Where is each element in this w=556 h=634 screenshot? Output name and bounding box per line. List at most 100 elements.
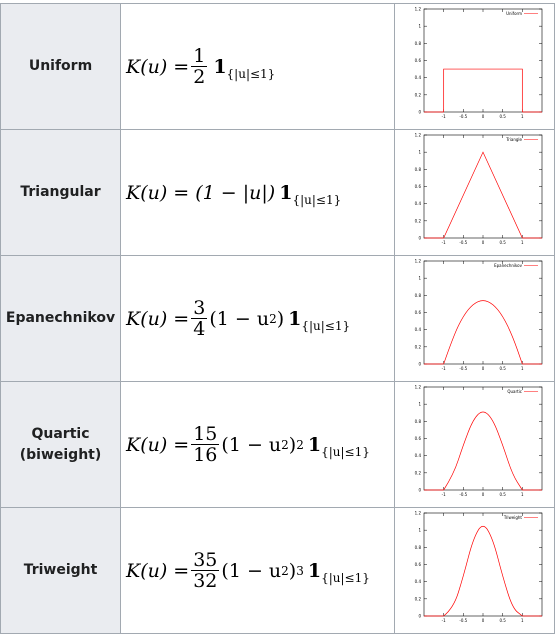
kernel-table: Uniform K(u) = 1 2 1 {|u|≤1} 0 0.2 0.4 0.6 0…: [0, 3, 555, 634]
kernel-plot-cell: 0 0.2 0.4 0.6 0.8 1 1.2 -1 -0.5 0 0.5 1 Uniform: [394, 3, 555, 130]
indicator-subscript: {|u|≤1}: [226, 66, 276, 81]
formula-lhs: K(u) =: [126, 307, 190, 330]
indicator-subscript: {|u|≤1}: [292, 192, 342, 207]
formula-factor: (1 − u: [221, 559, 282, 582]
x-tick-label: 0: [481, 114, 484, 119]
x-tick-label: 1: [521, 114, 524, 119]
x-tick-label: 1: [521, 492, 524, 497]
indicator-subscript: {|u|≤1}: [321, 570, 370, 585]
legend-label: Uniform: [506, 11, 522, 16]
y-tick-label: 0.4: [414, 327, 421, 332]
kernel-name: Triangular: [0, 129, 121, 256]
fraction-numerator: 3: [191, 297, 208, 319]
formula-factor: (1 − u: [221, 433, 282, 456]
legend-label: Triangle: [505, 137, 522, 142]
kernel-formula: K(u) = 15 16 (1 − u 2) 2 1 {|u|≤1}: [120, 381, 395, 508]
y-tick-label: 1.2: [414, 385, 421, 390]
formula-exponent: 3: [296, 563, 304, 578]
kernel-name: Epanechnikov: [0, 255, 121, 382]
y-tick-label: 0.2: [414, 92, 421, 97]
plot-frame: [423, 134, 542, 239]
x-tick-label: -0.5: [459, 366, 467, 371]
kernel-formula: K(u) = 35 32 (1 − u 2) 3 1 {|u|≤1}: [120, 507, 395, 634]
x-tick-label: 1: [521, 240, 524, 245]
fraction-denominator: 32: [193, 570, 218, 592]
formula-fraction: 35 32: [191, 549, 220, 592]
x-tick-label: -0.5: [459, 114, 467, 119]
y-tick-label: 1.2: [414, 259, 421, 264]
kernel-plot: 0 0.2 0.4 0.6 0.8 1 1.2 -1 -0.5 0 0.5 1 Triweight: [414, 511, 542, 623]
fraction-numerator: 15: [191, 423, 220, 445]
y-tick-label: 0.2: [414, 596, 421, 601]
kernel-row: Uniform K(u) = 1 2 1 {|u|≤1} 0 0.2 0.4 0.6 0…: [0, 3, 555, 130]
plot-frame: [423, 386, 542, 491]
formula-fraction: 3 4: [191, 297, 208, 340]
fraction-denominator: 4: [193, 318, 206, 340]
y-tick-label: 0.8: [414, 419, 421, 424]
y-tick-label: 0: [418, 614, 421, 619]
y-tick-label: 1: [418, 24, 421, 29]
kernel-plot-cell: 0 0.2 0.4 0.6 0.8 1 1.2 -1 -0.5 0 0.5 1 Triweight: [394, 507, 555, 634]
y-tick-label: 0: [418, 488, 421, 493]
y-tick-label: 1: [418, 276, 421, 281]
y-tick-label: 0.6: [414, 562, 421, 567]
x-tick-label: 0: [481, 366, 484, 371]
indicator-symbol: 1: [288, 307, 302, 330]
kernel-formula: K(u) = 1 2 1 {|u|≤1}: [120, 3, 395, 130]
x-tick-label: 1: [521, 366, 524, 371]
kernel-row: Triweight K(u) = 35 32 (1 − u 2) 3 1 {|u|≤…: [0, 507, 555, 634]
kernel-row: Triangular K(u) = (1 − |u|) 1 {|u|≤1} 0 0…: [0, 129, 555, 256]
kernel-curve: [442, 151, 523, 239]
y-tick-label: 0: [418, 110, 421, 115]
fraction-denominator: 2: [193, 66, 206, 88]
x-tick-label: 0.5: [499, 114, 506, 119]
formula-factor: (1 − u: [209, 307, 270, 330]
y-tick-label: 0.4: [414, 453, 421, 458]
x-tick-label: -0.5: [459, 618, 467, 623]
kernel-curve: [442, 300, 523, 365]
fraction-numerator: 35: [191, 549, 220, 571]
indicator-symbol: 1: [213, 55, 227, 78]
y-tick-label: 0.6: [414, 184, 421, 189]
y-tick-label: 0.2: [414, 344, 421, 349]
y-tick-label: 0: [418, 362, 421, 367]
kernel-plot: 0 0.2 0.4 0.6 0.8 1 1.2 -1 -0.5 0 0.5 1 Quartic: [414, 385, 542, 497]
x-tick-label: -1: [441, 618, 445, 623]
formula-fraction: 1 2: [191, 45, 208, 88]
kernel-formula: K(u) = 3 4 (1 − u 2) 1 {|u|≤1}: [120, 255, 395, 382]
x-tick-label: 0: [481, 240, 484, 245]
formula-exponent: 2: [269, 311, 277, 326]
formula-lhs: K(u) = (1 − |u|): [126, 181, 276, 204]
y-tick-label: 0.8: [414, 41, 421, 46]
x-tick-label: -0.5: [459, 240, 467, 245]
kernel-plot-cell: 0 0.2 0.4 0.6 0.8 1 1.2 -1 -0.5 0 0.5 1 Triangle: [394, 129, 555, 256]
indicator-subscript: {|u|≤1}: [301, 318, 351, 333]
y-tick-label: 0.8: [414, 545, 421, 550]
x-tick-label: 0: [481, 492, 484, 497]
x-tick-label: 0.5: [499, 618, 506, 623]
kernel-curve: [442, 68, 523, 112]
y-tick-label: 0.6: [414, 310, 421, 315]
legend-label: Quartic: [507, 389, 522, 394]
x-tick-label: -0.5: [459, 492, 467, 497]
formula-lhs: K(u) =: [126, 55, 190, 78]
y-tick-label: 0.6: [414, 58, 421, 63]
kernel-plot: 0 0.2 0.4 0.6 0.8 1 1.2 -1 -0.5 0 0.5 1 Triangle: [414, 133, 542, 245]
x-tick-label: 1: [521, 618, 524, 623]
y-tick-label: 0.6: [414, 436, 421, 441]
y-tick-label: 0.4: [414, 201, 421, 206]
legend-label: Triweight: [502, 515, 522, 520]
y-tick-label: 1: [418, 402, 421, 407]
x-tick-label: 0.5: [499, 240, 506, 245]
kernel-plot: 0 0.2 0.4 0.6 0.8 1 1.2 -1 -0.5 0 0.5 1 Epanechnikov: [414, 259, 542, 371]
x-tick-label: -1: [441, 492, 445, 497]
legend-label: Epanechnikov: [494, 263, 523, 268]
y-tick-label: 1: [418, 150, 421, 155]
fraction-numerator: 1: [191, 45, 208, 67]
plot-frame: [423, 512, 542, 617]
y-tick-label: 0: [418, 236, 421, 241]
kernel-plot: 0 0.2 0.4 0.6 0.8 1 1.2 -1 -0.5 0 0.5 1 Uniform: [414, 7, 542, 119]
indicator-symbol: 1: [307, 559, 322, 582]
kernel-name: Triweight: [0, 507, 121, 634]
x-tick-label: 0.5: [499, 366, 506, 371]
